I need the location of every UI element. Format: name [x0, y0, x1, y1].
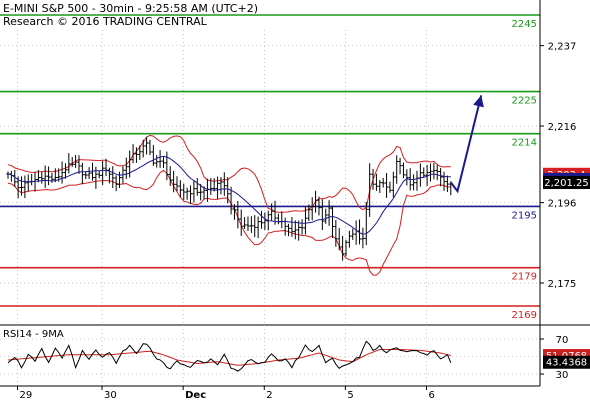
bollinger-upper [7, 134, 451, 213]
badge-last [543, 176, 590, 190]
badge-label-rsi: 43.4368 [546, 358, 587, 369]
level-label-2179: 2179 [512, 272, 537, 283]
level-label-2245: 2245 [512, 19, 537, 30]
chart-subtitle: Research © 2016 TRADING CENTRAL [3, 15, 208, 28]
badge-label-last: 2,201.25 [544, 178, 589, 189]
price-tick-label: 2,216 [548, 122, 577, 133]
time-tick-label: Dec [185, 390, 206, 400]
bollinger-bands [7, 134, 451, 276]
time-tick-label: 30 [104, 390, 117, 400]
rsi-tick-label: 70 [556, 335, 569, 346]
rsi-title: RSI14 - 9MA [3, 329, 64, 340]
time-tick-label: 5 [347, 390, 353, 400]
rsi-line [7, 340, 452, 372]
rsi-tick-label: 30 [556, 370, 569, 381]
moving-average-line [7, 155, 451, 235]
projection-arrowhead [473, 95, 484, 108]
price-tick-label: 2,237 [548, 42, 577, 53]
level-label-2169: 2169 [512, 310, 537, 321]
bollinger-lower [7, 169, 451, 276]
price-axis: 2,175 2,196 2,216 2,237 [540, 42, 576, 290]
chart-title: E-MINI S&P 500 - 30min - 9:25:58 AM (UTC… [3, 2, 258, 15]
level-label-2225: 2225 [512, 96, 537, 107]
level-labels: 2245 2225 2214 2195 2179 2169 [512, 19, 537, 321]
level-label-2214: 2214 [512, 138, 537, 149]
rsi-axis: 30 70 [540, 335, 568, 381]
level-label-2195: 2195 [512, 210, 537, 221]
projection-path [450, 95, 483, 194]
rsi-badges: 51.076843.4368 [543, 349, 590, 369]
price-badges: 2,203.42,202.052,201.25 [543, 167, 590, 190]
rsi-panel [0, 325, 540, 386]
time-axis: 29 30 Dec 2 5 6 [17, 386, 435, 400]
price-overlays [7, 155, 451, 235]
badge-rsi [543, 355, 590, 369]
price-panel: 2245 2225 2214 2195 2179 2169 [0, 14, 540, 325]
price-tick-label: 2,175 [548, 279, 577, 290]
projection-arrow [450, 95, 484, 194]
time-tick-label: 6 [429, 390, 435, 400]
price-tick-label: 2,196 [548, 199, 577, 210]
time-tick-label: 29 [20, 390, 33, 400]
support-resistance-lines [0, 14, 540, 307]
time-tick-label: 2 [266, 390, 272, 400]
rsi-lines [7, 340, 452, 372]
